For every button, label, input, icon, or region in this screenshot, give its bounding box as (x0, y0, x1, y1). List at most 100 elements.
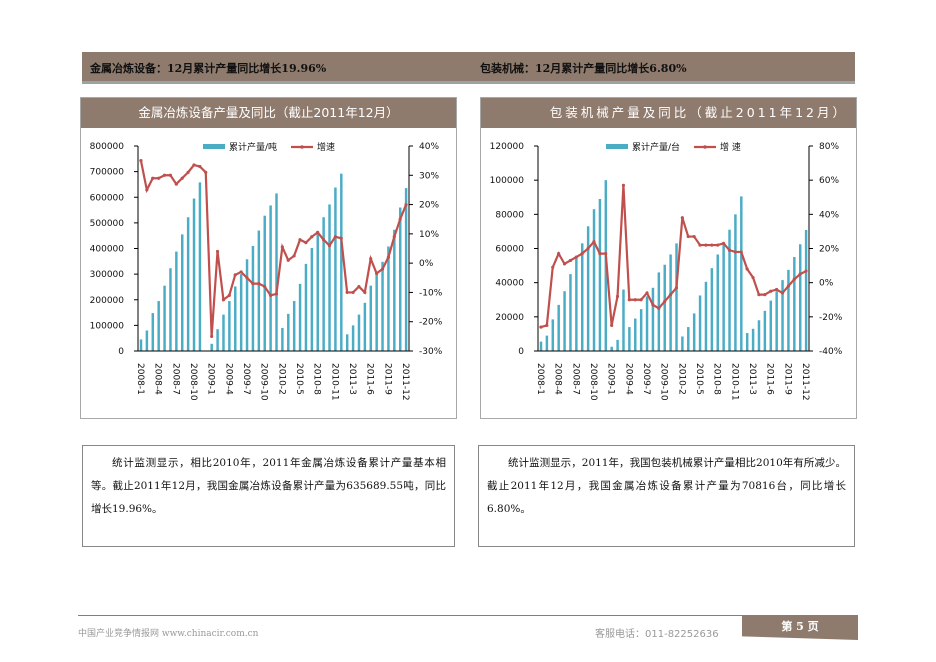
text-box-packaging: 统计监测显示，2011年，我国包装机械累计产量相比2010年有所减少。截止201… (478, 445, 855, 547)
growth-point (774, 287, 779, 292)
bar (728, 229, 731, 351)
growth-point (316, 230, 320, 234)
x-tick-label: 2009-4 (223, 363, 233, 395)
legend-label: 增 速 (720, 141, 741, 153)
bar (281, 327, 284, 351)
paragraph: 统计监测显示，2011年，我国包装机械累计产量相比2010年有所减少。截止201… (487, 457, 846, 515)
growth-point (557, 252, 561, 256)
bar (757, 320, 761, 351)
growth-point (398, 217, 402, 221)
growth-point (333, 235, 337, 239)
growth-point (568, 258, 573, 263)
bar (569, 274, 572, 351)
bar (381, 261, 384, 351)
bar (740, 196, 743, 351)
bar (404, 188, 408, 351)
bar (716, 254, 719, 351)
footer-divider (78, 615, 858, 616)
chart-panel-packaging: 包装机械产量及同比（截止2011年12月） 0 20000 40000 60000 80… (480, 97, 857, 419)
growth-point (680, 216, 684, 220)
bar (692, 313, 696, 351)
growth-point (780, 291, 785, 295)
legend-label: 增速 (317, 141, 335, 153)
growth-point (162, 173, 167, 177)
y-left-tick-label: 800000 (90, 142, 125, 152)
growth-point (562, 262, 567, 266)
growth-point (598, 252, 602, 256)
growth-point (357, 284, 361, 289)
bar (763, 310, 767, 351)
bar (769, 300, 773, 351)
growth-point (198, 164, 202, 169)
growth-point (698, 243, 702, 247)
y-right-tick-label: 60% (819, 176, 839, 186)
bar (698, 295, 702, 351)
y-right-tick-label: 30% (419, 171, 439, 181)
bar (657, 272, 661, 351)
bar (393, 229, 396, 351)
bar (228, 301, 231, 351)
growth-point (610, 323, 614, 327)
growth-point (627, 298, 631, 302)
x-tick-label: 2010-2 (676, 363, 686, 395)
growth-point (204, 170, 208, 174)
growth-point (757, 293, 761, 297)
bar (798, 244, 802, 351)
y-right-tick-label: 40% (819, 210, 839, 220)
y-left-tick-label: 700000 (90, 168, 125, 178)
growth-point (727, 248, 732, 252)
x-tick-label: 2008-7 (170, 363, 180, 395)
growth-point (392, 235, 396, 239)
bar (210, 343, 213, 351)
bar (287, 313, 290, 351)
growth-point (139, 159, 143, 163)
bar (334, 187, 337, 351)
x-tick-label: 2008-10 (188, 363, 198, 401)
bar (598, 198, 602, 351)
legend-bar-swatch (606, 144, 628, 149)
bar (745, 333, 749, 351)
bar (234, 286, 237, 351)
x-tick-label: 2010-8 (312, 363, 322, 395)
x-tick-label: 2011-6 (365, 363, 375, 395)
bar (192, 198, 196, 351)
growth-point (239, 270, 243, 274)
x-tick-label: 2011-3 (747, 363, 757, 395)
growth-point (798, 272, 802, 276)
growth-point (210, 334, 214, 338)
y-right-tick-label: -20% (419, 318, 443, 328)
x-tick-label: 2009-1 (606, 363, 616, 395)
growth-point (710, 243, 714, 247)
bar (340, 173, 343, 351)
bar (645, 296, 649, 351)
bar (304, 263, 308, 351)
growth-point (369, 257, 373, 261)
bar (145, 330, 149, 351)
y-left-tick-label: 400000 (90, 245, 125, 255)
growth-point (168, 173, 173, 177)
x-tick-label: 2008-4 (153, 363, 163, 395)
growth-point (733, 250, 737, 254)
bar (139, 339, 143, 351)
bar (634, 318, 637, 351)
growth-point (233, 273, 237, 277)
bar (298, 283, 302, 351)
growth-point (280, 245, 284, 249)
growth-point (574, 255, 578, 259)
y-right-tick-label: -40% (819, 347, 843, 357)
growth-point (721, 241, 726, 245)
paragraph: 统计监测显示，相比2010年，2011年金属冶炼设备累计产量基本相等。截止201… (91, 457, 446, 515)
bar (216, 329, 219, 351)
growth-point (580, 252, 584, 256)
growth-point (321, 238, 326, 242)
bar (575, 257, 578, 351)
bar (245, 259, 249, 351)
chart-title: 包装机械产量及同比（截止2011年12月） (481, 98, 856, 128)
growth-point (804, 269, 808, 273)
x-tick-label: 2011-9 (782, 363, 792, 395)
bar (722, 242, 725, 351)
bar (622, 289, 625, 351)
growth-point (327, 243, 332, 248)
y-left-tick-label: 80000 (495, 210, 524, 220)
y-left-tick-label: 600000 (90, 193, 125, 203)
